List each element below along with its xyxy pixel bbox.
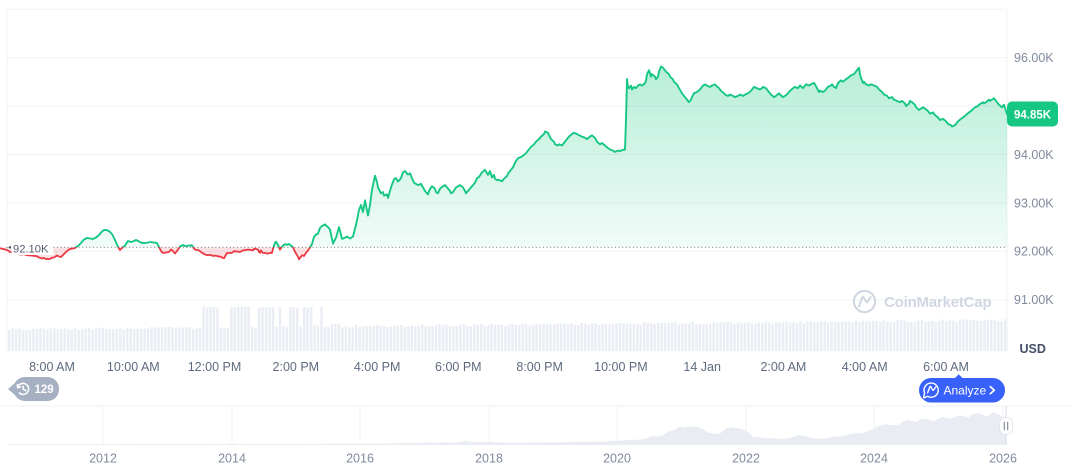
svg-text:Analyze: Analyze: [944, 383, 987, 397]
svg-text:2:00 PM: 2:00 PM: [273, 360, 320, 374]
svg-text:129: 129: [35, 384, 54, 396]
svg-text:10:00 PM: 10:00 PM: [594, 360, 648, 374]
svg-text:91.00K: 91.00K: [1014, 293, 1054, 307]
svg-text:USD: USD: [1020, 342, 1046, 356]
svg-text:2012: 2012: [89, 452, 117, 466]
svg-text:8:00 AM: 8:00 AM: [29, 360, 75, 374]
svg-text:2018: 2018: [475, 452, 503, 466]
svg-text:4:00 PM: 4:00 PM: [354, 360, 401, 374]
svg-text:12:00 PM: 12:00 PM: [188, 360, 242, 374]
svg-text:92.10K: 92.10K: [13, 243, 49, 255]
svg-text:6:00 PM: 6:00 PM: [435, 360, 482, 374]
svg-text:2022: 2022: [732, 452, 760, 466]
svg-text:10:00 AM: 10:00 AM: [107, 360, 160, 374]
svg-text:14 Jan: 14 Jan: [683, 360, 721, 374]
svg-text:96.00K: 96.00K: [1014, 51, 1054, 65]
svg-text:2020: 2020: [603, 452, 631, 466]
svg-text:94.00K: 94.00K: [1014, 148, 1054, 162]
svg-text:93.00K: 93.00K: [1014, 196, 1054, 210]
svg-text:92.00K: 92.00K: [1014, 245, 1054, 259]
svg-text:2016: 2016: [346, 452, 374, 466]
svg-text:6:00 AM: 6:00 AM: [923, 360, 969, 374]
svg-text:2014: 2014: [218, 452, 246, 466]
svg-text:4:00 AM: 4:00 AM: [842, 360, 888, 374]
svg-text:CoinMarketCap: CoinMarketCap: [884, 294, 991, 311]
svg-text:2026: 2026: [989, 452, 1017, 466]
svg-text:2:00 AM: 2:00 AM: [760, 360, 806, 374]
svg-text:94.85K: 94.85K: [1014, 109, 1052, 121]
svg-text:8:00 PM: 8:00 PM: [516, 360, 563, 374]
svg-text:2024: 2024: [860, 452, 888, 466]
